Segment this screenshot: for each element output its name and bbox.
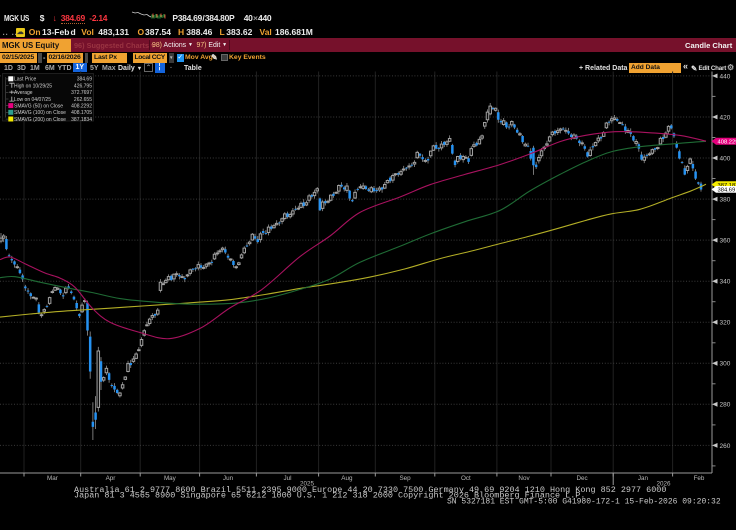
svg-text:SN 5327181 EST GMT-5:00 G419: SN 5327181 EST GMT-5:00 G41980-172-1 15-… [447,498,721,507]
svg-text:May: May [164,475,177,482]
svg-text:426.795: 426.795 [74,83,92,89]
svg-text:384.69: 384.69 [718,188,736,194]
svg-text:340: 340 [720,279,731,286]
svg-text:400: 400 [720,155,731,162]
svg-text:372.7697: 372.7697 [71,90,92,96]
svg-text:384.69: 384.69 [77,77,93,83]
svg-text:280: 280 [720,402,731,409]
svg-text:SMAVG (100) on Close: SMAVG (100) on Close [14,110,66,116]
svg-text:Jul: Jul [283,475,291,482]
svg-text:Sep: Sep [399,475,411,482]
svg-text:Japan 81 3 4565 8900 Sing: Japan 81 3 4565 8900 Singapore 65 6212 1… [74,491,585,501]
svg-text:260: 260 [720,443,731,450]
svg-text:320: 320 [720,320,731,327]
svg-text:360: 360 [720,238,731,245]
svg-text:2026: 2026 [656,481,671,488]
svg-text:Last Price: Last Price [14,77,36,83]
svg-text:387.1834: 387.1834 [718,183,736,189]
svg-text:408.2292: 408.2292 [71,104,92,110]
svg-text:SMAVG (50) on Close: SMAVG (50) on Close [14,104,63,110]
svg-text:300: 300 [720,361,731,368]
svg-text:Australia 61 2 9777 8600 Brazi: Australia 61 2 9777 8600 Brazil 5511 239… [74,485,666,495]
svg-text:Jan: Jan [638,475,649,482]
svg-text:Nov: Nov [518,475,530,482]
svg-text:Jun: Jun [223,475,234,482]
svg-text:Average: Average [14,90,33,96]
svg-text:408.2292: 408.2292 [718,140,736,146]
svg-text:SMAVG (200) on Close: SMAVG (200) on Close [14,117,66,123]
svg-text:Aug: Aug [341,475,353,482]
svg-text:Feb: Feb [694,475,705,482]
svg-text:Mar: Mar [47,475,58,482]
svg-text:Apr: Apr [106,475,116,482]
svg-text:420: 420 [720,114,731,121]
svg-text:2025: 2025 [300,481,315,488]
svg-text:440: 440 [720,73,731,80]
svg-text:Low on 04/07/25: Low on 04/07/25 [14,97,51,103]
svg-text:262.655: 262.655 [74,97,92,103]
svg-text:High on 10/29/25: High on 10/29/25 [14,83,52,89]
svg-text:408.1705: 408.1705 [71,110,92,116]
svg-text:Dec: Dec [576,475,587,482]
svg-text:Oct: Oct [461,475,471,482]
svg-text:387.1834: 387.1834 [71,117,92,123]
svg-text:380: 380 [720,197,731,204]
